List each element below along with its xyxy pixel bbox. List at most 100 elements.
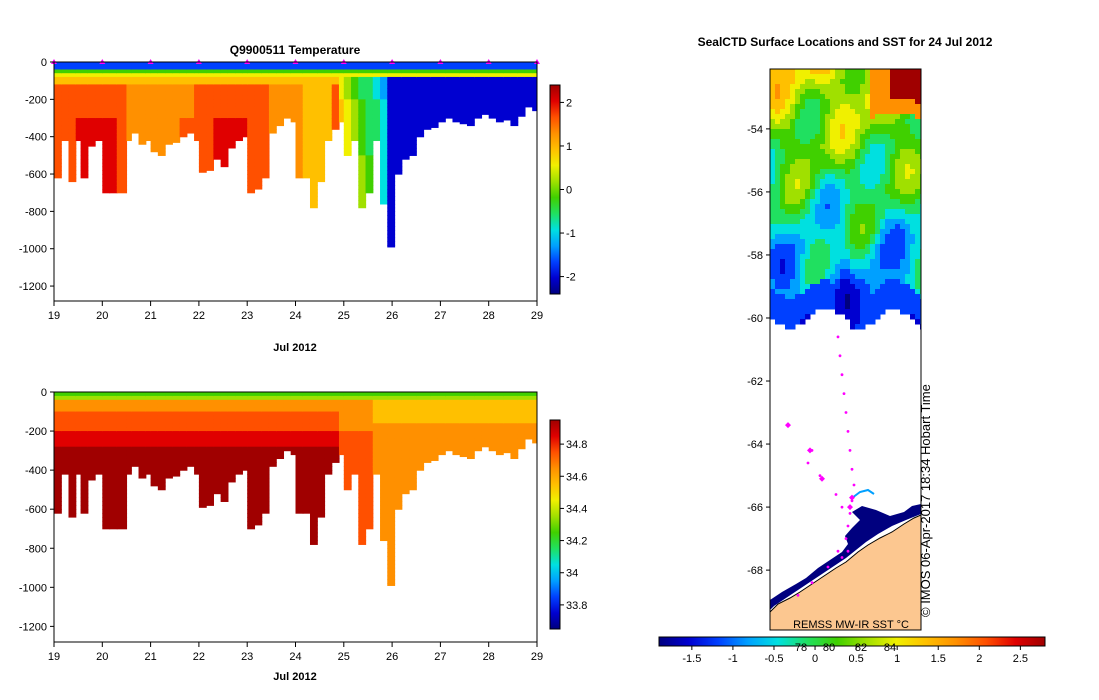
salinity-cell (309, 419, 318, 424)
sst-cell (840, 144, 846, 150)
temperature-cell (488, 84, 497, 89)
sst-cell (900, 284, 906, 290)
sst-cell (870, 244, 876, 250)
temperature-cell (194, 125, 200, 130)
salinity-cell (75, 438, 82, 444)
sst-cell (770, 219, 776, 225)
salinity-cell (365, 434, 374, 440)
sst-cell (835, 94, 841, 100)
sst-cell (895, 204, 901, 210)
sst-cell (910, 194, 916, 200)
salinity-cell (474, 415, 483, 420)
temperature-cell (68, 121, 77, 127)
salinity-cell (268, 450, 277, 456)
sst-cell (915, 239, 921, 245)
sst-cell (820, 199, 826, 205)
salinity-cell (54, 411, 62, 417)
temperature-cell (54, 121, 62, 127)
salinity-cell (206, 446, 214, 452)
salinity-cell (387, 563, 396, 569)
temperature-cell (283, 65, 292, 71)
salinity-cell (474, 411, 483, 417)
salinity-cell (423, 395, 432, 401)
salinity-cell (423, 454, 432, 460)
sst-cell (785, 244, 791, 250)
salinity-cell (254, 403, 263, 409)
salinity-cell (247, 520, 256, 526)
temperature-cell (459, 88, 468, 93)
salinity-cell (61, 395, 70, 401)
salinity-cell (394, 505, 403, 510)
sst-cell (890, 139, 896, 145)
temperature-cell (423, 84, 432, 89)
sst-cell (810, 154, 816, 160)
temperature-cell (380, 185, 388, 190)
salinity-cell (157, 392, 166, 397)
salinity-cell (194, 423, 200, 428)
sst-cell (885, 304, 891, 310)
sst-cell (830, 289, 836, 295)
sst-cell (795, 279, 801, 285)
sst-cell (905, 69, 911, 75)
salinity-cell (206, 474, 214, 479)
sst-cell (785, 74, 791, 80)
salinity-cell (295, 403, 304, 409)
temperature-cell (254, 118, 263, 123)
temperature-cell (358, 80, 367, 85)
salinity-cell (302, 462, 311, 467)
sst-cell (895, 239, 901, 245)
sst-cell (900, 164, 906, 170)
salinity-cell (409, 442, 417, 448)
sst-cell (910, 129, 916, 135)
temperature-cell (380, 188, 388, 194)
salinity-cell (317, 474, 326, 479)
temperature-cell (488, 65, 497, 71)
salinity-cell (68, 419, 77, 424)
salinity-cell (317, 395, 326, 401)
temperature-cell (68, 174, 77, 179)
temperature-cell (409, 118, 417, 123)
salinity-cell (126, 392, 132, 397)
sst-cell (890, 84, 896, 90)
salinity-cell (54, 474, 62, 479)
salinity-cell (206, 466, 214, 471)
sst-cell (875, 294, 881, 300)
salinity-cell (254, 434, 263, 440)
salinity-cell (331, 458, 340, 463)
salinity-cell (102, 524, 111, 530)
temperature-cell (116, 88, 128, 93)
sst-cell (865, 194, 871, 200)
sst-cell (795, 224, 801, 230)
temperature-cell (87, 88, 96, 93)
temperature-cell (145, 91, 152, 97)
temperature-cell (80, 76, 89, 82)
sst-cell (840, 124, 846, 130)
salinity-cell (466, 438, 475, 444)
temperature-cell (423, 91, 432, 97)
temperature-cell (75, 125, 82, 130)
salinity-cell (261, 493, 270, 499)
sst-cell (905, 249, 911, 255)
sst-cell (785, 319, 791, 325)
temperature-cell (365, 177, 374, 183)
temperature-cell (179, 91, 188, 97)
sst-cell (820, 229, 826, 235)
sst-cell (915, 139, 921, 145)
sst-cell (820, 79, 826, 85)
temperature-cell (452, 114, 461, 119)
sst-cell (840, 94, 846, 100)
salinity-cell (295, 446, 304, 452)
temperature-cell (157, 103, 166, 108)
salinity-cell (165, 423, 173, 428)
temperature-cell (452, 118, 461, 123)
temperature-cell (61, 125, 70, 130)
salinity-cell (365, 489, 374, 495)
temperature-cell (247, 125, 256, 130)
salinity-cell (95, 427, 103, 432)
temperature-cell (206, 129, 214, 134)
sst-cell (770, 304, 776, 310)
salinity-cell (445, 431, 454, 436)
temperature-cell (532, 84, 537, 89)
sst-cell (905, 94, 911, 100)
temperature-cell (401, 110, 410, 115)
